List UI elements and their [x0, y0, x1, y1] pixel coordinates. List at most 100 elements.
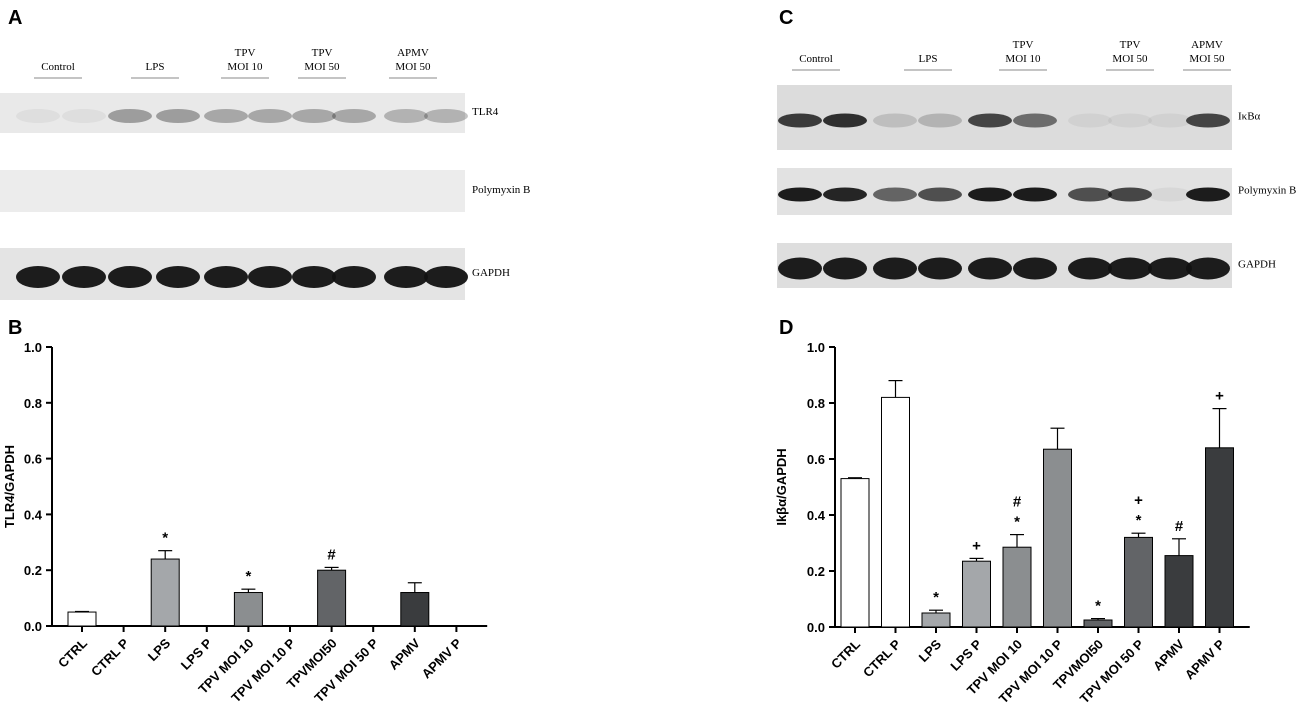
bar: [150, 558, 180, 627]
significance-mark: *: [1014, 514, 1020, 531]
x-tick-label: APMV P: [419, 635, 465, 681]
blot-band: [873, 187, 917, 202]
bar: [1164, 555, 1194, 628]
blot-band: [62, 109, 106, 123]
blot-band: [248, 109, 292, 123]
blot-band: [1108, 187, 1152, 202]
lane-label: MOI 50: [1112, 53, 1148, 65]
lane-label: APMV: [1191, 39, 1223, 51]
blot-band: [1068, 187, 1112, 202]
bar: [1205, 447, 1234, 628]
bar: [840, 478, 870, 628]
significance-mark: #: [1013, 494, 1022, 511]
y-tick-label: 0.0: [24, 619, 42, 634]
y-tick-label: 0.2: [24, 563, 42, 578]
blot-band: [823, 113, 867, 128]
blot-strip: [0, 93, 465, 133]
blot-band: [108, 109, 152, 123]
x-tick-label: LPS P: [178, 635, 215, 672]
bar: [1002, 546, 1032, 628]
x-tick-label: CTRL: [828, 636, 863, 671]
lane-label: Control: [41, 61, 75, 73]
blot-strip: [0, 170, 465, 212]
blot-band: [1186, 257, 1230, 280]
blot-band: [968, 257, 1012, 280]
blot-band: [1068, 257, 1112, 280]
blot-band: [384, 109, 428, 123]
y-axis-label: TLR4/GAPDH: [2, 445, 17, 528]
lane-label: MOI 50: [395, 61, 431, 73]
significance-mark: *: [1095, 598, 1101, 615]
significance-mark: #: [1175, 518, 1184, 535]
row-label: TLR4: [472, 106, 499, 118]
significance-mark: *: [1136, 512, 1142, 529]
x-tick-label: CTRL P: [860, 636, 904, 680]
significance-mark: +: [1215, 388, 1224, 405]
lane-label: APMV: [397, 47, 429, 59]
lane-label: TPV: [1013, 39, 1034, 51]
blot-band: [1013, 113, 1057, 128]
x-tick-label: CTRL P: [88, 635, 132, 679]
blot-band: [1186, 187, 1230, 202]
blot-band: [918, 113, 962, 128]
y-tick-label: 0.8: [24, 396, 42, 411]
blot-band: [292, 266, 336, 288]
lane-label: MOI 50: [304, 61, 340, 73]
blot-band: [1108, 113, 1152, 128]
bar: [233, 592, 263, 627]
lane-label: LPS: [919, 53, 938, 65]
significance-mark: *: [162, 530, 168, 547]
x-tick-label: APMV: [1150, 636, 1187, 673]
blot-band: [778, 113, 822, 128]
bar: [881, 396, 910, 628]
blot-band: [1148, 113, 1192, 128]
blot-band: [108, 266, 152, 288]
x-tick-label: LPS: [916, 636, 945, 665]
blot-band: [1186, 113, 1230, 128]
lane-label: Control: [799, 53, 833, 65]
blot-band: [873, 113, 917, 128]
row-label: GAPDH: [472, 267, 510, 279]
blot-band: [332, 109, 376, 123]
lane-label: MOI 50: [1189, 53, 1225, 65]
y-tick-label: 0.4: [807, 508, 826, 523]
blot-band: [823, 187, 867, 202]
x-tick-label: LPS: [145, 635, 174, 664]
blot-band: [778, 257, 822, 280]
bar: [317, 569, 347, 627]
blot-band: [1013, 257, 1057, 280]
row-label: Polymyxin B: [1238, 185, 1296, 197]
blot-band: [823, 257, 867, 280]
blot-band: [778, 187, 822, 202]
blot-band: [292, 109, 336, 123]
x-tick-label: LPS P: [947, 636, 984, 673]
row-label: IκBα: [1238, 111, 1261, 123]
blot-band: [248, 266, 292, 288]
row-label: GAPDH: [1238, 259, 1276, 271]
y-tick-label: 0.8: [807, 396, 825, 411]
blot-band: [1148, 257, 1192, 280]
bar: [67, 611, 97, 627]
blot-band: [204, 109, 248, 123]
blot-band: [968, 113, 1012, 128]
blot-band: [424, 266, 468, 288]
bar: [962, 560, 991, 628]
lane-label: TPV: [1120, 39, 1141, 51]
x-tick-label: CTRL: [55, 635, 90, 670]
lane-label: TPV: [235, 47, 256, 59]
blot-band: [156, 109, 200, 123]
x-tick-label: APMV: [386, 635, 423, 672]
blot-band: [16, 266, 60, 288]
significance-mark: #: [327, 546, 336, 563]
significance-mark: +: [972, 537, 981, 554]
bar: [400, 592, 430, 627]
blot-band: [1013, 187, 1057, 202]
panel-letter: B: [8, 317, 22, 339]
blot-band: [424, 109, 468, 123]
y-tick-label: 0.6: [807, 452, 825, 467]
lane-label: TPV: [312, 47, 333, 59]
bar: [1043, 448, 1072, 628]
significance-mark: *: [245, 568, 251, 585]
blot-band: [1068, 113, 1112, 128]
